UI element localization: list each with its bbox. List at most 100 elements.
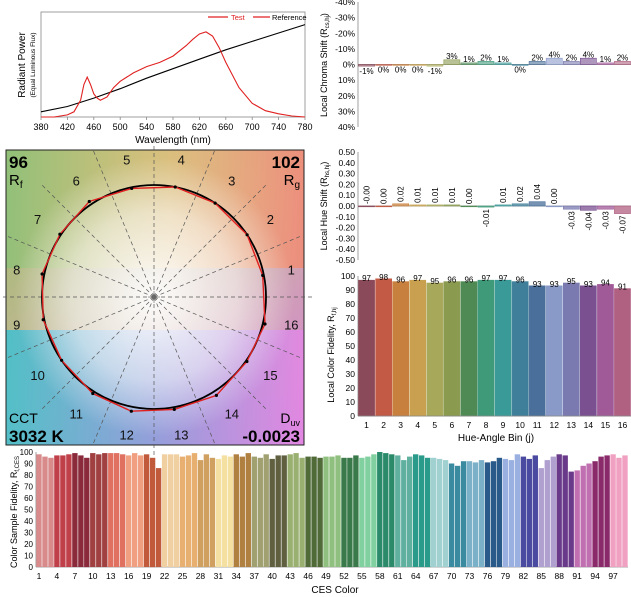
ces-bar: [323, 456, 329, 567]
ces-x-tick-label: 64: [411, 571, 421, 581]
lf-x-tick-label: 13: [567, 420, 577, 430]
lf-y-tick-label: 60: [346, 327, 356, 337]
ces-bar: [54, 455, 60, 567]
ces-x-tick-label: 22: [160, 571, 170, 581]
ces-bar: [436, 458, 443, 567]
ces-y-axis-title: Color Sample Fidelity, Rf,CES: [9, 456, 21, 568]
ces-bar: [299, 457, 305, 568]
chroma-bar: [597, 62, 614, 65]
duv-label: Duv: [280, 410, 300, 428]
chroma-y-tick-label: 40%: [338, 122, 355, 132]
lf-bar: [460, 281, 478, 417]
lf-x-tick-label: 1: [364, 420, 369, 430]
spd-x-axis-title: Wavelength (nm): [135, 135, 211, 146]
chroma-data-label: -1%: [359, 67, 373, 76]
ces-x-tick-label: 61: [393, 571, 403, 581]
ces-y-tick-label: 100: [20, 448, 34, 457]
ces-bar: [114, 453, 120, 567]
lf-bar: [426, 282, 444, 417]
hue-bar: [358, 205, 375, 208]
lf-bar: [358, 279, 375, 417]
ces-x-tick-label: 58: [375, 571, 385, 581]
chroma-bar: [426, 64, 444, 67]
ces-bar: [173, 454, 180, 567]
lf-bar: [375, 278, 393, 417]
ces-bar: [580, 465, 586, 567]
rg-label-main: R: [284, 172, 295, 189]
hue-data-label: -0.01: [482, 209, 491, 228]
chroma-bar: [528, 61, 546, 65]
vg-shift-arrow-head: [172, 407, 176, 411]
chroma-bar: [477, 61, 495, 65]
spd-x-tick-label: 380: [33, 122, 48, 132]
lf-y-tick-label: 50: [346, 341, 356, 351]
lf-x-tick-label: 4: [415, 420, 420, 430]
ces-bar: [419, 455, 425, 567]
duv-label-main: D: [280, 410, 290, 426]
spd-x-tick-label: 740: [271, 122, 286, 132]
vg-shift-arrow-head: [173, 185, 177, 189]
ces-bar: [161, 454, 168, 567]
vg-bin-label: 8: [13, 263, 20, 278]
vg-bin-label: 6: [73, 174, 80, 189]
vg-bin-divider: [6, 235, 155, 298]
ces-bar: [215, 458, 222, 567]
spd-x-tick-label: 660: [218, 122, 233, 132]
hue-bars: [358, 201, 631, 214]
chroma-y-axis-title-sub: cs,hj: [325, 16, 331, 28]
chroma-data-label: 2%: [617, 53, 629, 62]
ces-bar: [616, 457, 622, 568]
ces-x-ticks: 1 4 7 10 13 16 19 22 25 28 31 34 37 40 43 46 49 52 55 58 61 6…: [37, 571, 618, 581]
lf-x-axis-title: Hue-Angle Bin (j): [458, 433, 534, 444]
hue-bar: [579, 205, 597, 211]
ces-bar: [395, 455, 401, 567]
lf-bar: [597, 284, 614, 417]
ces-x-tick-label: 49: [321, 571, 331, 581]
lf-y-tick-label: 30: [346, 369, 356, 379]
ces-bar: [78, 455, 84, 567]
lf-y-axis-title-sub: f,hj: [332, 307, 338, 315]
ces-bar: [526, 458, 532, 567]
hue-bar: [545, 205, 563, 208]
rg-value: 102: [272, 153, 300, 172]
lf-data-label: 98: [379, 273, 388, 282]
vg-bin-divider: [40, 296, 155, 411]
hue-y-tick-label: -0.20: [336, 223, 356, 233]
hue-y-tick-label: 0.00: [338, 201, 355, 211]
ces-x-tick-label: 97: [608, 571, 618, 581]
vg-bin-label: 5: [123, 153, 130, 168]
ces-x-tick-label: 55: [357, 571, 367, 581]
chroma-y-tick-label: 20%: [338, 91, 355, 101]
lf-bar: [562, 282, 580, 417]
ces-bar: [179, 456, 186, 567]
chroma-data-label: 2%: [480, 53, 492, 62]
ces-bar: [257, 457, 263, 568]
ces-x-tick-label: 1: [37, 571, 42, 581]
lf-y-tick-label: 40: [346, 355, 356, 365]
ces-bar: [365, 456, 371, 567]
lf-bars: [358, 278, 631, 417]
spd-x-tick-label: 500: [113, 122, 128, 132]
spd-legend: Test Reference: [208, 13, 307, 22]
ces-y-tick-label: 30: [24, 529, 33, 538]
chroma-data-label: -1%: [428, 67, 442, 76]
hue-data-label: 0.01: [499, 187, 508, 203]
hue-bar: [511, 203, 529, 207]
hue-bar: [528, 201, 546, 207]
vg-bin-dividers: [0, 137, 314, 457]
chroma-bars: [358, 57, 631, 67]
lf-data-label: 96: [464, 276, 473, 285]
ces-x-tick-label: 67: [429, 571, 439, 581]
lf-bar: [392, 281, 410, 417]
chroma-bar: [409, 64, 427, 66]
ces-bar: [538, 468, 544, 567]
lf-data-label: 95: [430, 277, 439, 286]
ces-bar: [347, 457, 353, 568]
lf-data-labels: 97 98 96 97 95 96 96 97 97 96 93 93 95 93 94 91: [362, 273, 627, 292]
ces-bar: [592, 461, 598, 567]
ces-bar: [102, 453, 108, 567]
rf-label-sub: f: [20, 180, 23, 191]
hue-y-axis-title-close: ): [319, 162, 329, 165]
lf-x-tick-label: 6: [449, 420, 454, 430]
hue-bar: [562, 205, 580, 210]
